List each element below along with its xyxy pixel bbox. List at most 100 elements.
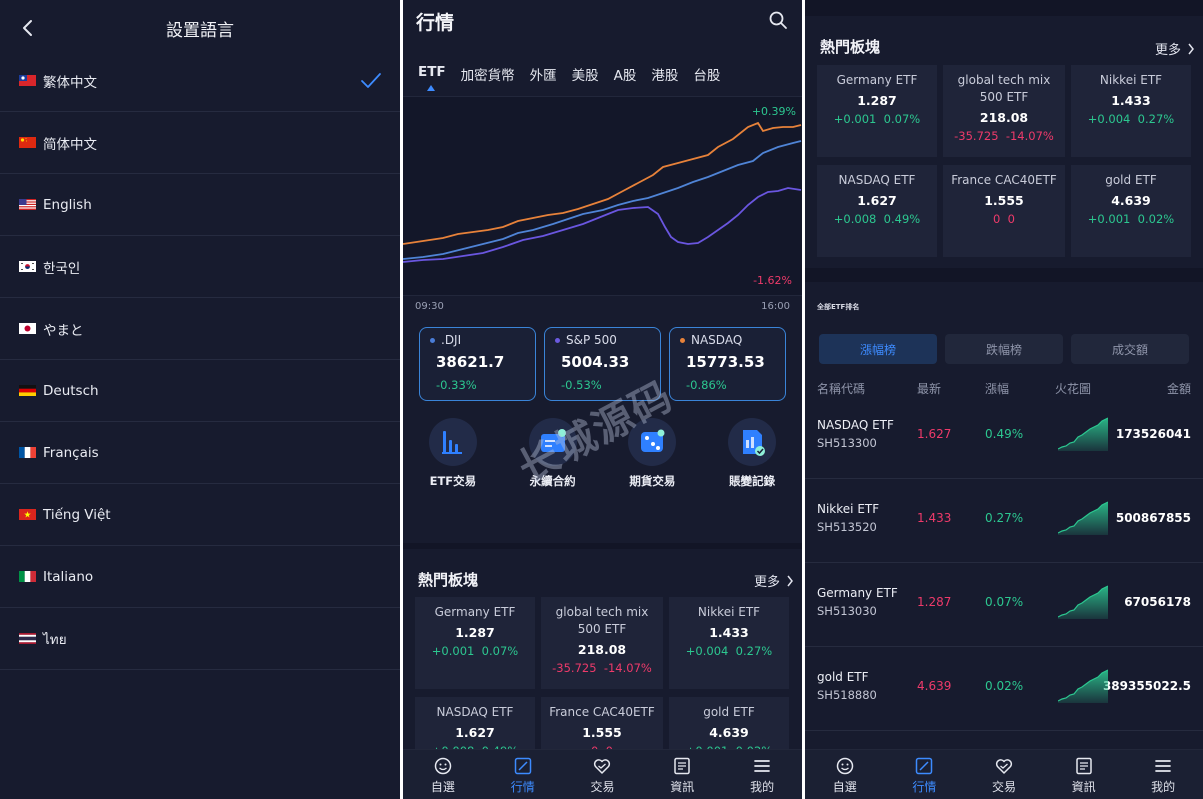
table-row[interactable]: NASDAQ ETF SH513300 1.627 0.49% 173526041	[805, 396, 1203, 479]
hot-sector-card[interactable]: Germany ETF 1.287 +0.001 0.07%	[415, 597, 535, 689]
hot-sector-card[interactable]: France CAC40ETF 1.555 0 0	[943, 165, 1065, 257]
hot-sector-change: 0	[993, 212, 1001, 226]
chart-line-sp500	[403, 187, 802, 263]
quick-action-label: 賬變記錄	[729, 474, 776, 488]
language-label: Français	[43, 444, 99, 461]
more-link[interactable]: 更多	[1155, 39, 1195, 58]
quick-action[interactable]: 期貨交易	[603, 418, 703, 489]
hot-sector-change: +0.001	[431, 644, 475, 658]
news-icon	[674, 757, 691, 775]
etf-price: 1.627	[917, 427, 952, 441]
language-item-cn[interactable]: 简体中文	[0, 112, 400, 174]
etf-code: SH513520	[817, 520, 877, 534]
language-item-tw[interactable]: 繁体中文	[0, 50, 400, 112]
nav-item-3[interactable]: 資訊	[1044, 750, 1124, 799]
hot-sector-change-row: +0.004 0.27%	[669, 644, 789, 658]
tab-3[interactable]: 美股	[571, 68, 599, 84]
language-item-fr[interactable]: Français	[0, 422, 400, 484]
hot-sector-price: 218.08	[577, 642, 627, 657]
language-label: Italiano	[43, 568, 94, 585]
table-row[interactable]: Germany ETF SH513030 1.287 0.07% 67056178	[805, 564, 1203, 647]
index-card[interactable]: NASDAQ 15773.53 -0.86%	[669, 327, 786, 401]
hot-sector-price: 218.08	[979, 110, 1029, 125]
language-list: 繁体中文 简体中文 English 한국인 やまと Deutsch Français Tiến…	[0, 50, 400, 670]
search-icon[interactable]	[768, 10, 788, 30]
segment-1[interactable]: 跌幅榜	[945, 334, 1063, 364]
hot-sector-change-row: +0.008 0.49%	[817, 212, 937, 226]
index-chart-svg: +0.39% -1.62%	[403, 105, 802, 287]
table-row[interactable]: Nikkei ETF SH513520 1.433 0.27% 500867855	[805, 480, 1203, 563]
segment-0[interactable]: 漲幅榜	[819, 334, 937, 364]
sparkline-chart	[1058, 669, 1108, 703]
market-screen: 行情 ETF 加密貨幣 外匯 美股 A股 港股 台股 +0.39% -1.62% 09:30…	[403, 0, 802, 799]
nav-item-1[interactable]: 行情	[885, 750, 965, 799]
language-item-th[interactable]: ไทย	[0, 608, 400, 670]
hot-sectors-grid: Germany ETF 1.287 +0.001 0.07% global tech …	[817, 65, 1191, 257]
index-value: 5004.33	[561, 353, 630, 371]
language-label: 한국인	[43, 260, 81, 277]
nav-item-0[interactable]: 自選	[403, 750, 483, 799]
etf-name: gold ETF	[817, 670, 869, 684]
hot-sector-card[interactable]: Nikkei ETF 1.433 +0.004 0.27%	[669, 597, 789, 689]
tab-2[interactable]: 外匯	[529, 68, 557, 84]
hot-sector-change: +0.001	[1087, 212, 1131, 226]
nav-item-2[interactable]: 交易	[964, 750, 1044, 799]
segment-2[interactable]: 成交額	[1071, 334, 1189, 364]
tab-5[interactable]: 港股	[651, 68, 679, 84]
nav-item-2[interactable]: 交易	[563, 750, 643, 799]
language-header: 設置語言	[0, 0, 400, 56]
index-name-row: S&P 500	[555, 333, 660, 347]
hot-sector-card[interactable]: global tech mix 500 ETF 218.08 -35.725 -14…	[541, 597, 663, 689]
record-icon	[728, 418, 777, 466]
hot-sector-card[interactable]: Nikkei ETF 1.433 +0.004 0.27%	[1071, 65, 1191, 157]
index-card[interactable]: .DJI 38621.7 -0.33%	[419, 327, 536, 401]
chart-top-label: +0.39%	[752, 105, 796, 118]
ranking-segments: 漲幅榜 跌幅榜 成交額	[819, 334, 1189, 364]
contract-icon	[528, 418, 577, 466]
chevron-right-icon	[1188, 43, 1194, 54]
hot-sector-card[interactable]: gold ETF 4.639 +0.001 0.02%	[1071, 165, 1191, 257]
check-icon	[361, 73, 381, 88]
language-item-it[interactable]: Italiano	[0, 546, 400, 608]
tab-1[interactable]: 加密貨幣	[460, 68, 515, 84]
hot-sector-card[interactable]: Germany ETF 1.287 +0.001 0.07%	[817, 65, 937, 157]
language-item-de[interactable]: Deutsch	[0, 360, 400, 422]
language-item-vn[interactable]: Tiếng Việt	[0, 484, 400, 546]
quick-action[interactable]: 賬變記錄	[702, 418, 802, 489]
nav-label: 自選	[430, 780, 455, 794]
chart-time-end: 16:00	[761, 301, 790, 312]
tab-4[interactable]: A股	[613, 68, 637, 84]
index-card[interactable]: S&P 500 5004.33 -0.53%	[544, 327, 661, 401]
news-icon	[1075, 757, 1092, 775]
hot-sector-pct: 0.07%	[883, 112, 921, 126]
tab-6[interactable]: 台股	[693, 68, 721, 84]
chart-square-icon	[916, 757, 933, 775]
index-value: 15773.53	[686, 353, 765, 371]
more-link[interactable]: 更多	[754, 571, 794, 590]
back-arrow-icon[interactable]	[18, 18, 38, 38]
nav-item-0[interactable]: 自選	[805, 750, 885, 799]
more-label: 更多	[1154, 43, 1181, 58]
tab-0[interactable]: ETF	[418, 64, 446, 91]
flag-jp-icon	[19, 323, 36, 334]
bottom-nav: 自選 行情 交易 資訊 我的	[805, 749, 1203, 799]
table-row[interactable]: gold ETF SH518880 4.639 0.02% 389355022.5	[805, 648, 1203, 731]
hot-sector-price: 1.627	[857, 193, 897, 208]
language-item-jp[interactable]: やまと	[0, 298, 400, 360]
hot-sector-card[interactable]: NASDAQ ETF 1.627 +0.008 0.49%	[817, 165, 937, 257]
index-name: NASDAQ	[691, 333, 743, 347]
nav-item-4[interactable]: 我的	[722, 750, 802, 799]
hot-sector-card[interactable]: global tech mix 500 ETF 218.08 -35.725 -14…	[943, 65, 1065, 157]
index-dot	[430, 337, 435, 343]
hot-sector-pct: 0.07%	[481, 644, 519, 658]
nav-label: 行情	[912, 780, 937, 794]
quick-action[interactable]: 永續合約	[503, 418, 603, 489]
nav-item-4[interactable]: 我的	[1123, 750, 1203, 799]
chart-square-icon	[514, 757, 531, 775]
nav-label: 我的	[750, 780, 775, 794]
quick-action[interactable]: ETF交易	[403, 418, 503, 489]
nav-item-3[interactable]: 資訊	[642, 750, 722, 799]
language-item-kr[interactable]: 한국인	[0, 236, 400, 298]
language-item-us[interactable]: English	[0, 174, 400, 236]
nav-item-1[interactable]: 行情	[483, 750, 563, 799]
